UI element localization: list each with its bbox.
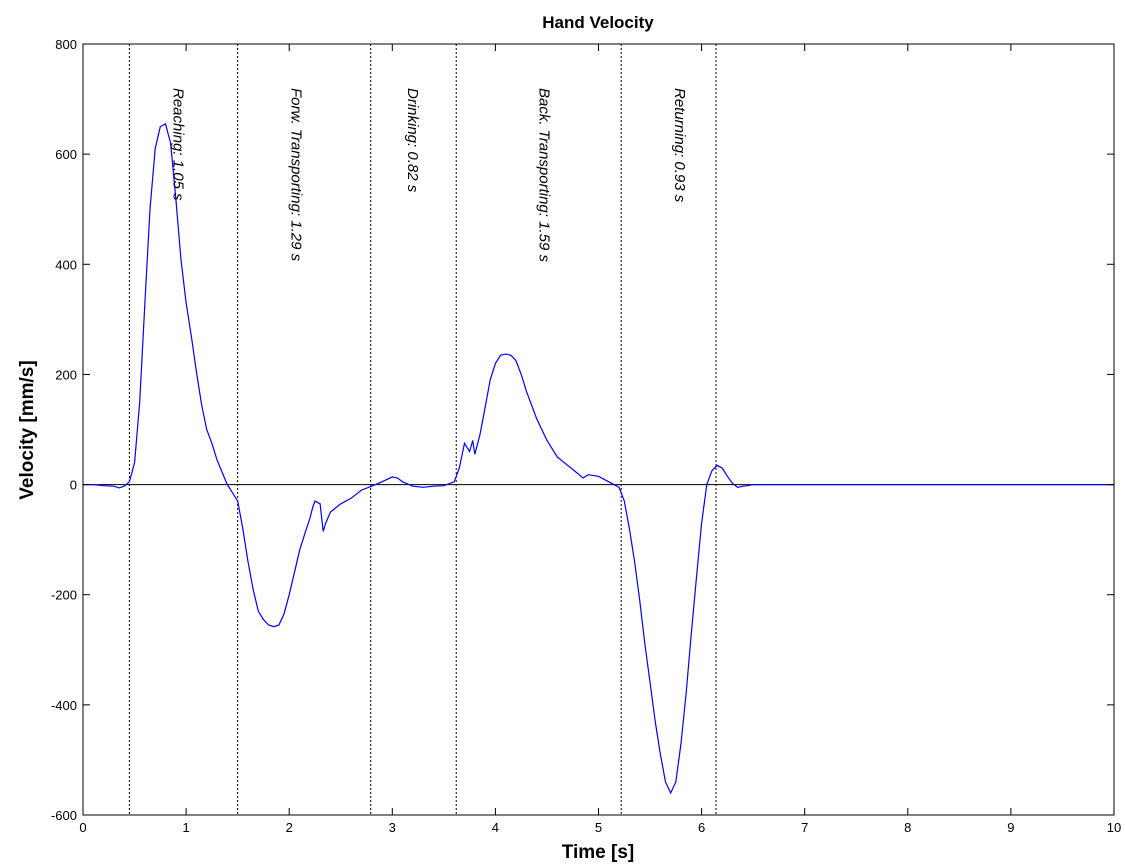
phase-label: Drinking: 0.82 s (404, 88, 421, 193)
x-tick-label: 7 (801, 820, 808, 835)
x-tick-label: 0 (79, 820, 86, 835)
plot-frame (82, 43, 1115, 816)
velocity-series-line (83, 123, 1114, 795)
x-axis-label: Time [s] (562, 842, 635, 863)
y-axis-label: Velocity [mm/s] (17, 360, 38, 499)
x-tick-label: 3 (389, 820, 396, 835)
x-tick-label: 6 (698, 820, 705, 835)
x-tick-label: 4 (492, 820, 499, 835)
y-tick-label: -200 (51, 588, 77, 603)
y-axis-ticks: -600 -400 -200 0 200 400 600 800 (51, 37, 1114, 823)
x-tick-label: 2 (286, 820, 293, 835)
x-axis-ticks: 0 1 2 3 4 5 6 7 8 9 10 (79, 44, 1121, 835)
y-tick-label: -600 (51, 808, 77, 823)
y-tick-label: 200 (55, 367, 77, 382)
y-tick-label: -400 (51, 698, 77, 713)
x-tick-label: 10 (1107, 820, 1121, 835)
phase-label: Reaching: 1.05 s (170, 88, 187, 201)
y-tick-label: 0 (70, 478, 77, 493)
x-tick-label: 5 (595, 820, 602, 835)
plot-area: Reaching: 1.05 s Forw. Transporting: 1.29… (82, 43, 1115, 816)
phase-labels: Reaching: 1.05 s Forw. Transporting: 1.29… (170, 88, 688, 262)
x-tick-label: 8 (904, 820, 911, 835)
x-tick-label: 1 (182, 820, 189, 835)
y-tick-label: 800 (55, 37, 77, 52)
phase-label: Back. Transporting: 1.59 s (536, 88, 553, 262)
phase-label: Returning: 0.93 s (671, 88, 688, 203)
y-tick-label: 600 (55, 147, 77, 162)
y-tick-label: 400 (55, 257, 77, 272)
phase-label: Forw. Transporting: 1.29 s (287, 88, 304, 262)
chart-title: Hand Velocity (542, 13, 654, 32)
phase-boundary-lines (128, 44, 717, 815)
x-tick-label: 9 (1007, 820, 1014, 835)
